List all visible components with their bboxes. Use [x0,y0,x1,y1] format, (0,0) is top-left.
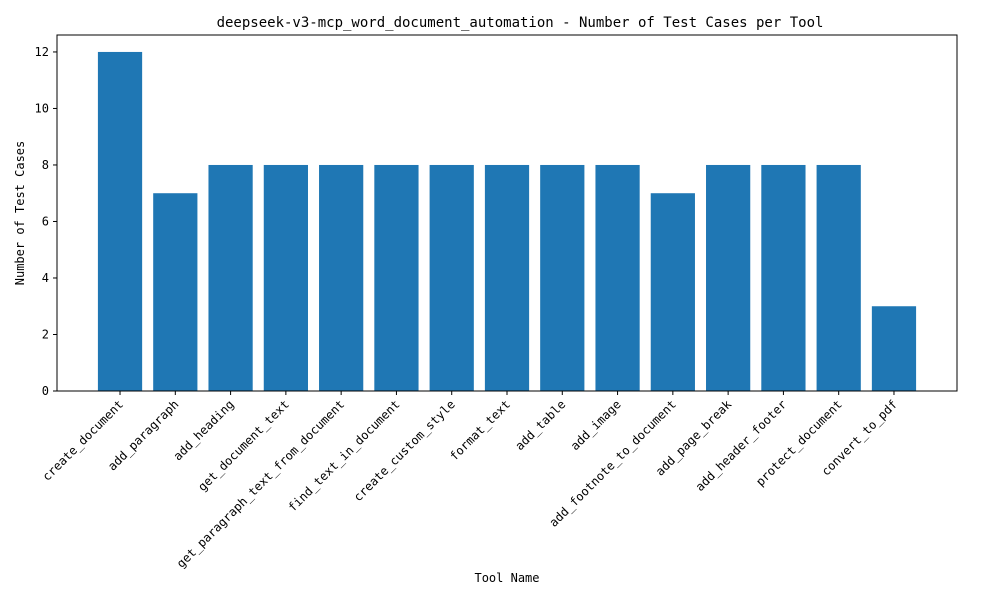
chart-title: deepseek-v3-mcp_word_document_automation… [217,15,824,31]
bar-format-text [484,164,530,391]
bar-add-header-footer [761,164,806,391]
bar-add-heading [208,164,253,391]
bar-get-paragraph-text-from-document [319,164,364,391]
bar-convert-to-pdf [871,306,917,391]
bars [97,51,917,391]
y-tick-label: 6 [42,214,49,228]
bar-create-custom-style [429,164,474,391]
bar-protect-document [816,164,861,391]
bar-find-text-in-document [374,164,419,391]
y-tick-label: 10 [35,101,49,115]
bar-add-page-break [706,164,751,391]
y-tick-label: 12 [35,45,49,59]
y-tick-label: 2 [42,327,49,341]
bar-add-footnote-to-document [650,193,695,391]
x-axis-label: Tool Name [474,571,539,585]
y-tick-label: 0 [42,384,49,398]
plot-area-frame [56,34,958,392]
bar-add-table [540,164,585,391]
y-axis-label: Number of Test Cases [13,141,27,286]
y-tick-label: 4 [42,271,49,285]
bar-create-document [97,51,143,391]
bar-add-image [595,164,640,391]
y-axis: 0 2 4 6 8 10 12 [35,45,57,398]
bar-get-document-text [263,164,308,391]
bar-add-paragraph [153,193,198,391]
y-tick-label: 8 [42,158,49,172]
